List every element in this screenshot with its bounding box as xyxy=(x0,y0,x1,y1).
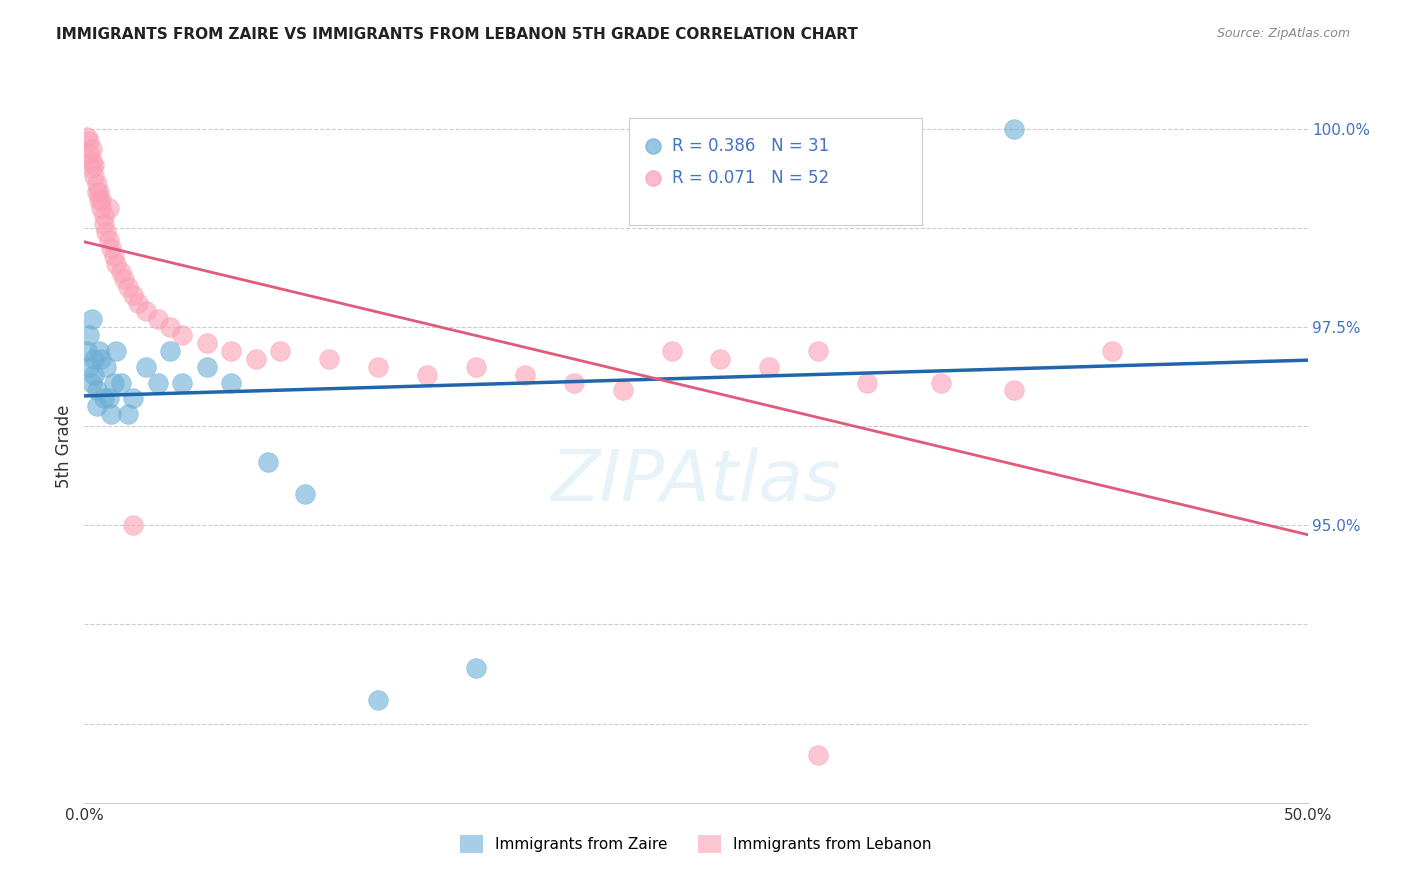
Immigrants from Zaire xyxy=(93,392,115,406)
Immigrants from Zaire xyxy=(100,407,122,421)
Immigrants from Lebanon xyxy=(96,225,118,239)
Immigrants from Lebanon xyxy=(1002,384,1025,398)
Immigrants from Lebanon xyxy=(86,186,108,200)
Immigrants from Lebanon xyxy=(269,343,291,358)
Immigrants from Zaire xyxy=(105,343,128,358)
Immigrants from Lebanon xyxy=(612,384,634,398)
Immigrants from Zaire xyxy=(86,384,108,398)
Immigrants from Zaire xyxy=(77,328,100,343)
Immigrants from Zaire xyxy=(117,407,139,421)
Immigrants from Zaire xyxy=(367,692,389,706)
Immigrants from Lebanon xyxy=(105,257,128,271)
Immigrants from Lebanon xyxy=(86,178,108,192)
Immigrants from Lebanon xyxy=(80,153,103,168)
Immigrants from Zaire xyxy=(172,376,194,390)
Immigrants from Lebanon xyxy=(77,134,100,148)
Legend: Immigrants from Zaire, Immigrants from Lebanon: Immigrants from Zaire, Immigrants from L… xyxy=(454,829,938,859)
Immigrants from Lebanon xyxy=(93,209,115,223)
Immigrants from Zaire xyxy=(77,359,100,374)
Immigrants from Lebanon xyxy=(83,169,105,184)
Immigrants from Lebanon xyxy=(464,359,486,374)
Immigrants from Lebanon xyxy=(80,142,103,156)
Immigrants from Lebanon xyxy=(929,376,952,390)
Immigrants from Lebanon xyxy=(90,193,112,207)
Immigrants from Lebanon xyxy=(83,157,105,171)
Immigrants from Zaire xyxy=(195,359,218,374)
Text: R = 0.071   N = 52: R = 0.071 N = 52 xyxy=(672,169,828,187)
Immigrants from Lebanon xyxy=(100,241,122,255)
Immigrants from Lebanon xyxy=(87,193,110,207)
Immigrants from Lebanon xyxy=(93,217,115,231)
Immigrants from Zaire xyxy=(97,392,120,406)
Immigrants from Zaire xyxy=(110,376,132,390)
Immigrants from Zaire xyxy=(257,455,280,469)
FancyBboxPatch shape xyxy=(628,118,922,225)
Immigrants from Lebanon xyxy=(1101,343,1123,358)
Text: ZIPAtlas: ZIPAtlas xyxy=(551,447,841,516)
Immigrants from Lebanon xyxy=(318,351,340,366)
Immigrants from Lebanon xyxy=(117,280,139,294)
Immigrants from Lebanon xyxy=(122,518,145,533)
Immigrants from Lebanon xyxy=(112,272,135,286)
Text: Source: ZipAtlas.com: Source: ZipAtlas.com xyxy=(1216,27,1350,40)
Immigrants from Zaire xyxy=(1002,121,1025,136)
Immigrants from Lebanon xyxy=(219,343,242,358)
Immigrants from Lebanon xyxy=(195,335,218,350)
Immigrants from Zaire xyxy=(86,400,108,414)
Immigrants from Zaire xyxy=(294,486,316,500)
Text: R = 0.386   N = 31: R = 0.386 N = 31 xyxy=(672,137,828,155)
Immigrants from Lebanon xyxy=(122,288,145,302)
Immigrants from Zaire xyxy=(90,351,112,366)
Immigrants from Lebanon xyxy=(135,304,157,318)
Immigrants from Lebanon xyxy=(80,161,103,176)
Immigrants from Lebanon xyxy=(97,233,120,247)
Immigrants from Lebanon xyxy=(245,351,267,366)
Immigrants from Lebanon xyxy=(76,129,98,144)
Immigrants from Lebanon xyxy=(807,748,830,763)
Immigrants from Zaire xyxy=(96,359,118,374)
Immigrants from Zaire xyxy=(103,376,125,390)
Immigrants from Zaire xyxy=(122,392,145,406)
Immigrants from Lebanon xyxy=(661,343,683,358)
Immigrants from Zaire xyxy=(80,376,103,390)
Immigrants from Lebanon xyxy=(103,249,125,263)
Y-axis label: 5th Grade: 5th Grade xyxy=(55,404,73,488)
Immigrants from Lebanon xyxy=(90,201,112,215)
Immigrants from Lebanon xyxy=(172,328,194,343)
Immigrants from Lebanon xyxy=(856,376,879,390)
Immigrants from Lebanon xyxy=(513,368,536,382)
Immigrants from Zaire xyxy=(159,343,181,358)
Immigrants from Lebanon xyxy=(97,201,120,215)
Immigrants from Zaire xyxy=(80,312,103,326)
Immigrants from Lebanon xyxy=(127,296,149,310)
Immigrants from Zaire xyxy=(83,368,105,382)
Immigrants from Zaire xyxy=(464,661,486,675)
Immigrants from Lebanon xyxy=(709,351,731,366)
Immigrants from Zaire xyxy=(135,359,157,374)
Immigrants from Lebanon xyxy=(110,264,132,278)
Immigrants from Zaire xyxy=(146,376,169,390)
Text: IMMIGRANTS FROM ZAIRE VS IMMIGRANTS FROM LEBANON 5TH GRADE CORRELATION CHART: IMMIGRANTS FROM ZAIRE VS IMMIGRANTS FROM… xyxy=(56,27,858,42)
Immigrants from Zaire xyxy=(219,376,242,390)
Immigrants from Lebanon xyxy=(758,359,780,374)
Immigrants from Lebanon xyxy=(159,320,181,334)
Immigrants from Lebanon xyxy=(416,368,439,382)
Immigrants from Zaire xyxy=(87,343,110,358)
Immigrants from Lebanon xyxy=(146,312,169,326)
Immigrants from Zaire xyxy=(76,343,98,358)
Immigrants from Lebanon xyxy=(367,359,389,374)
Immigrants from Lebanon xyxy=(77,145,100,160)
Immigrants from Lebanon xyxy=(807,343,830,358)
Immigrants from Zaire xyxy=(83,351,105,366)
Point xyxy=(1211,756,1233,771)
Immigrants from Lebanon xyxy=(87,186,110,200)
Immigrants from Lebanon xyxy=(562,376,585,390)
